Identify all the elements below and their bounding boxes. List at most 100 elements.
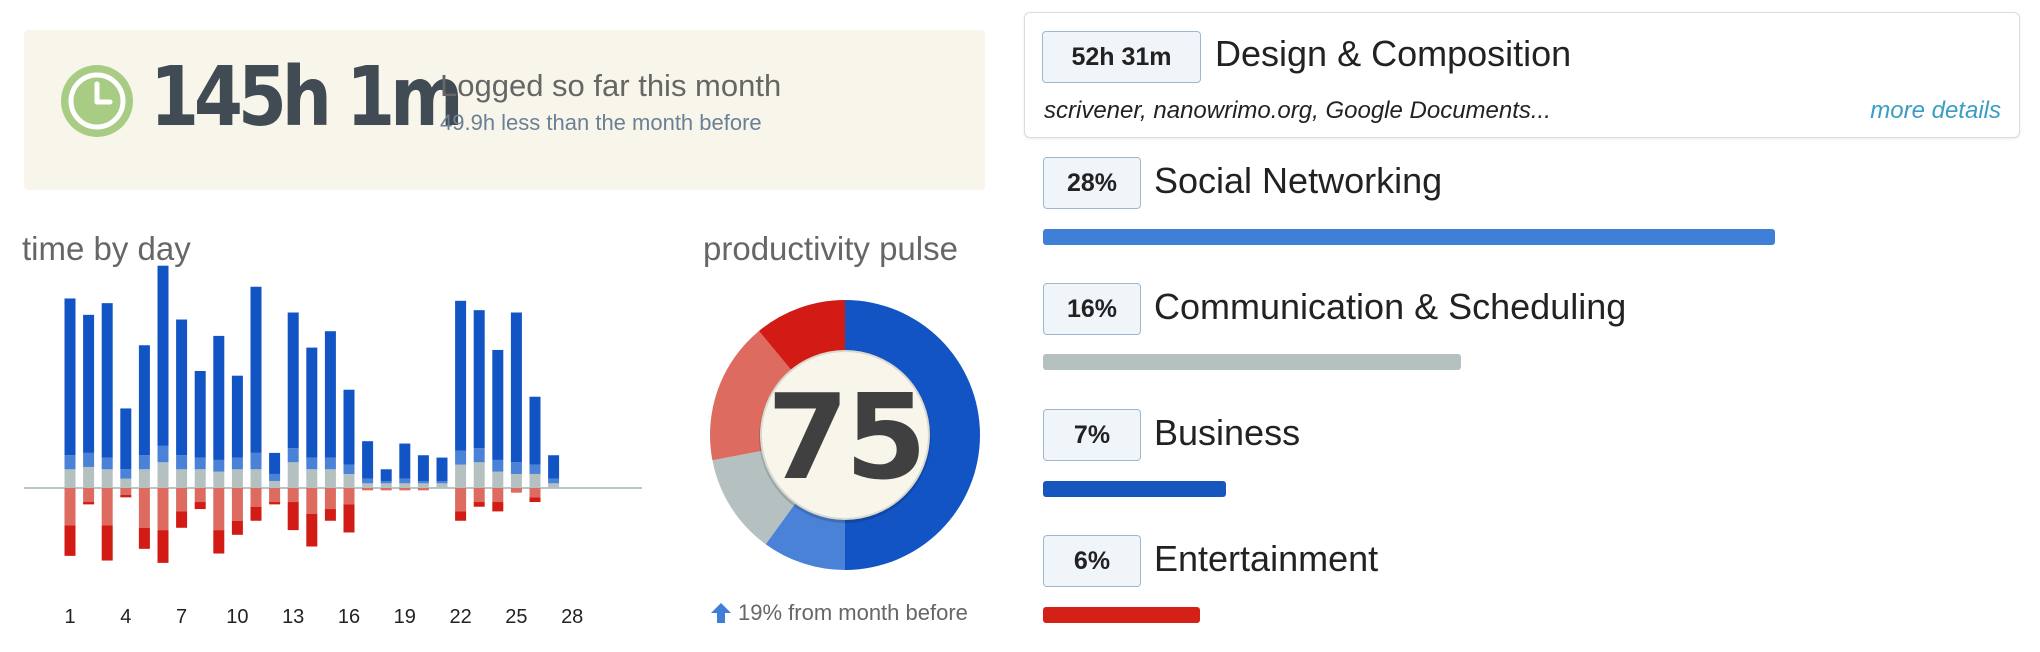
pulse-score: 75 [767,368,923,506]
pulse-comparison: 19% from month before [710,600,968,626]
day-bar-productive [64,455,76,470]
more-details-link[interactable]: more details [1870,97,2001,124]
day-bar-very-productive [101,303,113,458]
day-bar-distracting [510,488,522,493]
day-bar-distracting [138,488,150,528]
day-bar-neutral [473,462,485,488]
day-bar-productive [362,478,374,484]
x-tick-label: 19 [394,606,416,628]
category-bar-entertainment [1043,607,1200,623]
day-bar-very-productive [176,319,188,456]
day-bar-neutral [380,483,392,488]
day-bar-productive [436,480,448,484]
day-bar-distracting [529,488,541,498]
day-bar-distracting [473,488,485,503]
day-bar-distracting [380,488,392,491]
day-bar-very-productive [64,298,76,456]
category-apps: scrivener, nanowrimo.org, Google Documen… [1044,97,1551,124]
day-bar-neutral [548,483,560,488]
day-bar-very-productive [380,469,392,481]
category-badge-entertainment: 6% [1043,535,1141,587]
day-bar-distracting [101,488,113,526]
day-bar-very-distracting [287,502,299,531]
day-bar-productive [343,464,355,474]
day-bar-distracting [231,488,243,521]
day-bar-very-distracting [455,511,467,521]
category-name-communication[interactable]: Communication & Scheduling [1154,286,1627,327]
day-bar-distracting [176,488,188,512]
day-bar-very-productive [343,389,355,465]
category-badge: 52h 31m [1042,31,1201,83]
category-bar-business [1043,481,1226,497]
day-bar-productive [306,457,318,470]
day-bar-neutral [436,483,448,488]
day-bar-neutral [64,469,76,488]
day-bar-very-productive [287,312,299,449]
day-bar-distracting [213,488,225,531]
day-bar-productive [176,455,188,470]
productivity-pulse-title: productivity pulse [703,230,958,267]
day-bar-very-distracting [250,506,262,521]
day-bar-productive [399,478,411,484]
x-tick-label: 25 [505,606,527,628]
day-bar-very-distracting [269,502,281,505]
day-bar-productive [529,464,541,474]
category-badge-social-networking: 28% [1043,157,1141,209]
day-bar-very-distracting [138,527,150,549]
day-bar-very-productive [548,455,560,479]
time-by-day-title: time by day [22,230,191,267]
day-bar-distracting [362,488,374,491]
x-tick-label: 22 [449,606,471,628]
day-bar-productive [417,480,429,484]
day-bar-neutral [120,478,132,488]
day-bar-neutral [529,473,541,488]
day-bar-very-productive [436,457,448,481]
day-bar-neutral [231,469,243,488]
day-bar-neutral [306,469,318,488]
day-bar-productive [138,455,150,470]
day-bar-neutral [343,473,355,488]
day-bar-very-distracting [473,502,485,507]
x-tick-label: 16 [338,606,360,628]
category-card-design-composition[interactable]: 52h 31m Design & Composition scrivener, … [1024,12,2020,138]
day-bar-very-productive [194,371,206,458]
day-bar-neutral [138,469,150,488]
day-bar-neutral [324,469,336,488]
clock-icon [61,65,133,137]
day-bar-neutral [455,464,467,488]
day-bar-productive [455,450,467,465]
day-bar-distracting [287,488,299,503]
day-bar-very-distracting [492,502,504,512]
total-logged-time: 145h 1m [150,50,464,145]
category-name-social-networking[interactable]: Social Networking [1154,160,1443,201]
day-bar-very-productive [250,286,262,453]
day-bar-very-productive [362,441,374,479]
day-bar-neutral [83,466,95,488]
category-name-entertainment[interactable]: Entertainment [1154,538,1379,579]
day-bar-productive [83,452,95,467]
day-bar-very-productive [269,452,281,474]
day-bar-neutral [287,462,299,488]
day-bar-very-productive [529,396,541,465]
day-bar-neutral [176,469,188,488]
category-name-business[interactable]: Business [1154,412,1301,453]
x-tick-label: 4 [120,606,131,628]
category-badge-communication: 16% [1043,283,1141,335]
day-bar-very-distracting [64,525,76,556]
day-bar-distracting [83,488,95,503]
category-name: Design & Composition [1215,33,1572,74]
day-bar-distracting [194,488,206,503]
day-bar-distracting [399,488,411,491]
day-bar-productive [231,457,243,470]
day-bar-very-productive [399,443,411,479]
day-bar-very-productive [324,331,336,458]
day-bar-neutral [269,480,281,488]
day-bar-distracting [269,488,281,503]
x-tick-label: 7 [176,606,187,628]
day-bar-very-productive [213,335,225,460]
day-bar-productive [473,448,485,463]
x-tick-label: 13 [282,606,304,628]
day-bar-neutral [417,483,429,488]
time-by-day-chart: 1 4 7 10 13 16 19 22 25 28 [24,265,642,628]
day-bar-very-distracting [213,530,225,554]
